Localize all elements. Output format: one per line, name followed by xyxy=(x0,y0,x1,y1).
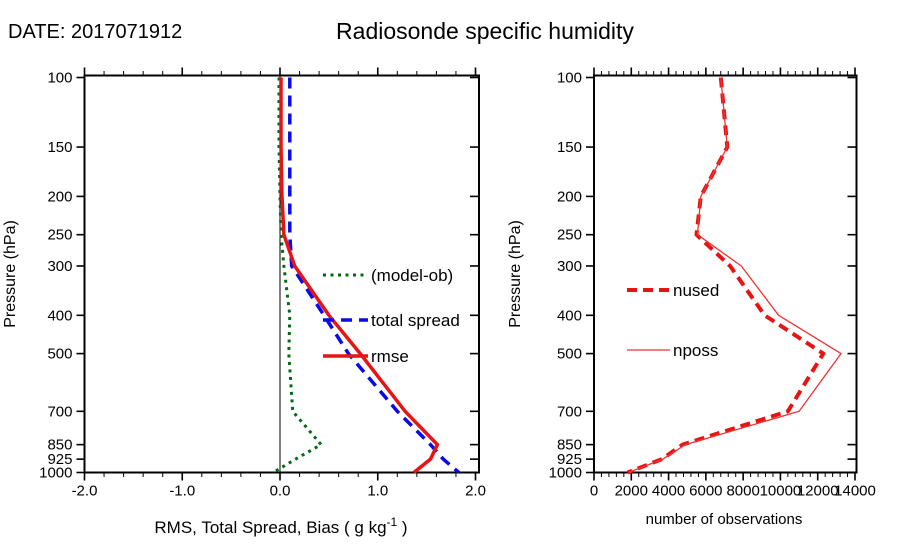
y-tick-label: 850 xyxy=(557,437,582,454)
y-tick-label: 150 xyxy=(47,139,72,156)
y-tick-label: 100 xyxy=(47,70,72,87)
y-tick-label: 100 xyxy=(557,70,582,87)
y-tick-label: 250 xyxy=(47,227,72,244)
x-tick-label: -2.0 xyxy=(72,483,98,500)
legend-label-nused: nused xyxy=(673,281,719,300)
plot-frame xyxy=(83,74,480,474)
x-tick-label: -1.0 xyxy=(169,483,195,500)
plot-frame xyxy=(593,74,858,474)
legend-label-nposs: nposs xyxy=(673,341,718,360)
legend-label-bias: (model-ob) xyxy=(371,266,453,285)
x-tick-label: 0.0 xyxy=(270,483,291,500)
y-tick-label: 200 xyxy=(557,188,582,205)
y-axis-title: Pressure (hPa) xyxy=(507,220,524,328)
y-tick-label: 500 xyxy=(47,346,72,363)
y-tick-label: 1000 xyxy=(549,465,582,482)
x-axis-title: number of observations xyxy=(646,511,803,528)
date-label: DATE: 2017071912 xyxy=(8,21,183,43)
y-tick-label: 500 xyxy=(557,346,582,363)
y-tick-label: 400 xyxy=(47,307,72,324)
x-tick-label: 0 xyxy=(590,483,598,500)
legend-label-spread: total spread xyxy=(371,311,460,330)
y-tick-label: 400 xyxy=(557,307,582,324)
y-tick-label: 300 xyxy=(557,258,582,275)
y-tick-label: 250 xyxy=(557,227,582,244)
x-tick-label: 14000 xyxy=(834,483,876,500)
page-title: Radiosonde specific humidity xyxy=(336,18,634,44)
x-axis-title: RMS, Total Spread, Bias ( g kg-1 ) xyxy=(154,515,407,537)
x-tick-label: 8000 xyxy=(726,483,759,500)
legend-label-rmse: rmse xyxy=(371,347,409,366)
y-tick-label: 850 xyxy=(47,437,72,454)
x-tick-label: 10000 xyxy=(760,483,802,500)
y-tick-label: 700 xyxy=(557,403,582,420)
series-line-rmse xyxy=(279,77,440,474)
y-axis-title: Pressure (hPa) xyxy=(2,220,19,328)
y-tick-label: 300 xyxy=(47,258,72,275)
x-tick-label: 12000 xyxy=(797,483,839,500)
y-tick-label: 200 xyxy=(47,188,72,205)
y-tick-label: 1000 xyxy=(39,465,72,482)
y-tick-label: 925 xyxy=(47,451,72,468)
x-tick-label: 4000 xyxy=(652,483,685,500)
series-line-nposs xyxy=(628,77,842,474)
x-tick-label: 6000 xyxy=(689,483,722,500)
y-tick-label: 150 xyxy=(557,139,582,156)
x-tick-label: 2.0 xyxy=(465,483,486,500)
y-tick-label: 700 xyxy=(47,403,72,420)
y-tick-label: 925 xyxy=(557,451,582,468)
x-tick-label: 2000 xyxy=(615,483,648,500)
x-tick-label: 1.0 xyxy=(367,483,388,500)
